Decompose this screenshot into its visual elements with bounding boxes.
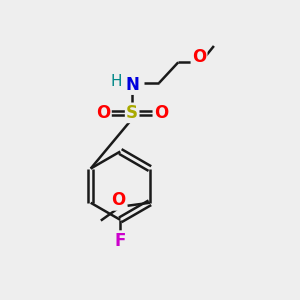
Text: F: F [115, 232, 126, 250]
Text: O: O [154, 104, 168, 122]
Text: O: O [192, 48, 206, 66]
Text: N: N [125, 76, 139, 94]
Text: S: S [126, 104, 138, 122]
Text: O: O [96, 104, 110, 122]
Text: O: O [111, 191, 125, 209]
Text: H: H [110, 74, 122, 88]
